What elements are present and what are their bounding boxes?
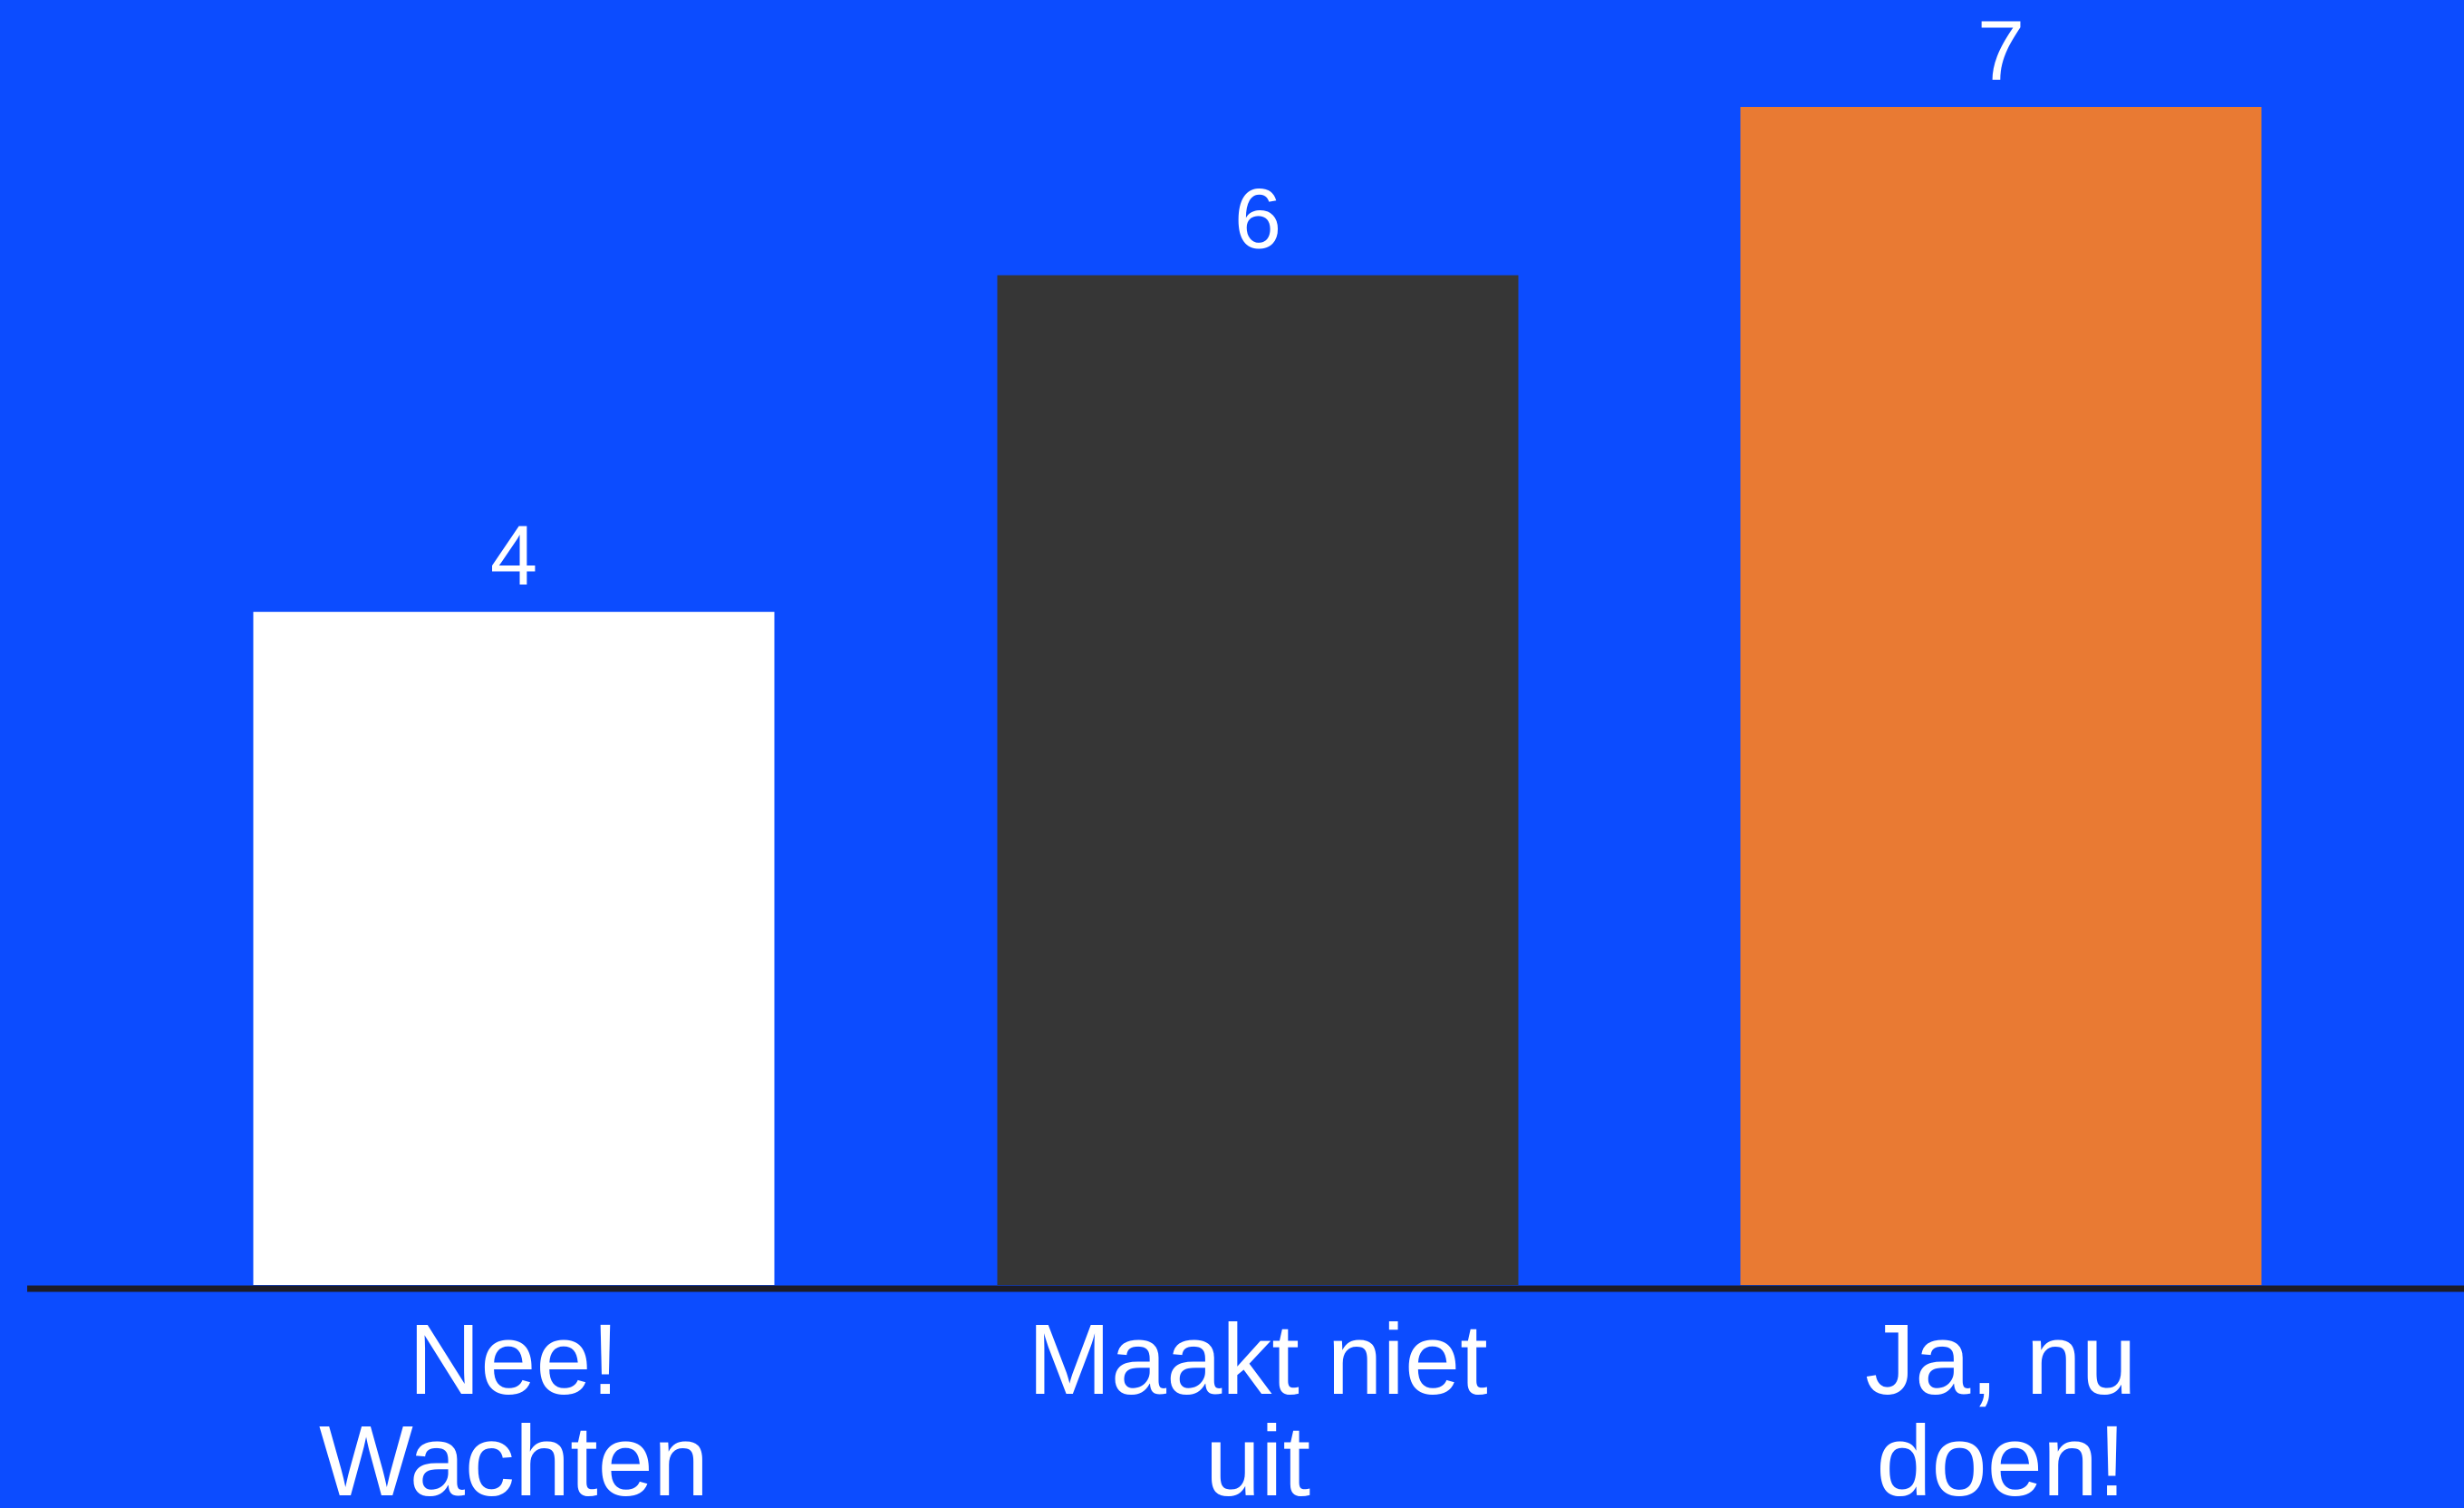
value-label-1: 4 — [490, 508, 537, 603]
bars-group — [253, 107, 2262, 1285]
bar-3 — [1740, 107, 2262, 1285]
category-label-2-line-2: uit — [1205, 1406, 1310, 1508]
category-label-3-line-2: doen! — [1876, 1406, 2125, 1508]
category-label-3-line-1: Ja, nu — [1865, 1304, 2137, 1416]
bar-1 — [253, 612, 775, 1285]
bar-2 — [997, 275, 1519, 1285]
category-label-1-line-2: Wachten — [319, 1406, 709, 1508]
category-label-1-line-1: Nee! — [409, 1304, 619, 1416]
value-label-2: 6 — [1234, 171, 1281, 266]
value-label-3: 7 — [1977, 3, 2024, 98]
category-label-2-line-1: Maakt niet — [1028, 1304, 1487, 1416]
